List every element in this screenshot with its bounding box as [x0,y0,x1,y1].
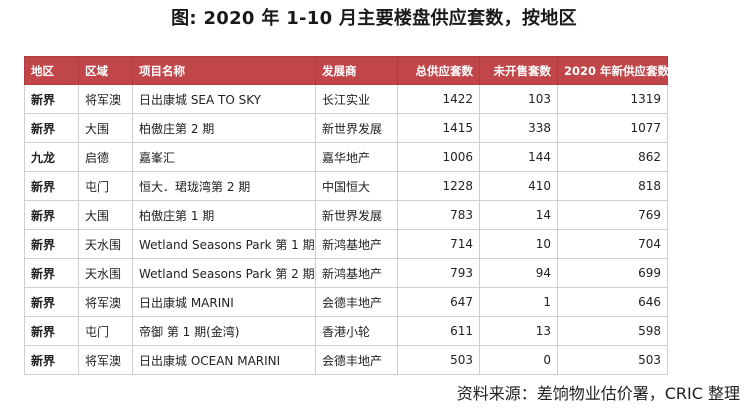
project-name-cell: 日出康城 SEA TO SKY [132,84,316,114]
project-name-cell: Wetland Seasons Park 第 1 期 [132,229,316,259]
region-cell: 九龙 [24,142,79,172]
district-cell: 启德 [78,142,133,172]
district-cell: 将军澳 [78,287,133,317]
unsold-cell: 10 [479,229,558,259]
district-cell: 屯门 [78,316,133,346]
total-supply-cell: 793 [397,258,480,288]
region-cell: 新界 [24,200,79,230]
region-cell: 新界 [24,84,79,114]
developer-cell: 新鸿基地产 [315,258,398,288]
project-name-cell: 日出康城 MARINI [132,287,316,317]
unsold-cell: 94 [479,258,558,288]
unsold-cell: 410 [479,171,558,201]
header-total-supply: 总供应套数 [397,56,480,85]
district-cell: 屯门 [78,171,133,201]
header-district: 区域 [78,56,133,85]
total-supply-cell: 714 [397,229,480,259]
table-header-row: 地区 区域 项目名称 发展商 总供应套数 未开售套数 2020 年新供应套数 [24,56,669,85]
unsold-cell: 1 [479,287,558,317]
project-name-cell: 恒大．珺珑湾第 2 期 [132,171,316,201]
new-supply-cell: 1319 [557,84,668,114]
header-region: 地区 [24,56,79,85]
new-supply-cell: 699 [557,258,668,288]
total-supply-cell: 1228 [397,171,480,201]
total-supply-cell: 611 [397,316,480,346]
developer-cell: 长江实业 [315,84,398,114]
project-name-cell: 帝御 第 1 期(金湾) [132,316,316,346]
new-supply-cell: 1077 [557,113,668,143]
table-row: 九龙 启德 嘉峯汇 嘉华地产 1006 144 862 [24,142,668,172]
supply-table: 地区 区域 项目名称 发展商 总供应套数 未开售套数 2020 年新供应套数 新… [24,56,669,375]
region-cell: 新界 [24,316,79,346]
header-project-name: 项目名称 [132,56,316,85]
table-row: 新界 大围 柏傲庄第 2 期新世界发展 1415 338 1077 [24,113,668,143]
new-supply-cell: 503 [557,345,668,375]
new-supply-cell: 818 [557,171,668,201]
unsold-cell: 0 [479,345,558,375]
region-cell: 新界 [24,345,79,375]
developer-cell: 中国恒大 [315,171,398,201]
region-cell: 新界 [24,229,79,259]
total-supply-cell: 783 [397,200,480,230]
table-row: 新界 天水围 Wetland Seasons Park 第 2 期新鸿基地产 793 9… [24,258,668,288]
region-cell: 新界 [24,113,79,143]
region-cell: 新界 [24,171,79,201]
unsold-cell: 338 [479,113,558,143]
source-note: 资料来源：差饷物业估价署，CRIC 整理 [456,384,740,403]
developer-cell: 会德丰地产 [315,287,398,317]
header-developer: 发展商 [315,56,398,85]
district-cell: 将军澳 [78,84,133,114]
developer-cell: 新世界发展 [315,113,398,143]
project-name-cell: 柏傲庄第 1 期 [132,200,316,230]
region-cell: 新界 [24,258,79,288]
developer-cell: 会德丰地产 [315,345,398,375]
table-row: 新界 屯门 恒大．珺珑湾第 2 期中国恒大 1228 410 818 [24,171,668,201]
district-cell: 大围 [78,113,133,143]
table-row: 新界 将军澳 日出康城 SEA TO SKY 长江实业 1422 103 1319 [24,84,668,114]
district-cell: 天水围 [78,258,133,288]
page-title: 图: 2020 年 1-10 月主要楼盘供应套数，按地区 [171,8,577,29]
total-supply-cell: 1006 [397,142,480,172]
developer-cell: 香港小轮 [315,316,398,346]
new-supply-cell: 646 [557,287,668,317]
developer-cell: 新世界发展 [315,200,398,230]
unsold-cell: 103 [479,84,558,114]
table-row: 新界 屯门 帝御 第 1 期(金湾) 香港小轮 611 13 598 [24,316,668,346]
new-supply-cell: 769 [557,200,668,230]
developer-cell: 嘉华地产 [315,142,398,172]
district-cell: 大围 [78,200,133,230]
header-unsold: 未开售套数 [479,56,558,85]
table-row: 新界 将军澳 日出康城 OCEAN MARINI 会德丰地产 503 0 503 [24,345,668,375]
unsold-cell: 144 [479,142,558,172]
district-cell: 天水围 [78,229,133,259]
project-name-cell: 柏傲庄第 2 期 [132,113,316,143]
project-name-cell: Wetland Seasons Park 第 2 期 [132,258,316,288]
total-supply-cell: 647 [397,287,480,317]
new-supply-cell: 862 [557,142,668,172]
table-row: 新界 将军澳 日出康城 MARINI 会德丰地产 647 1 646 [24,287,668,317]
unsold-cell: 14 [479,200,558,230]
project-name-cell: 日出康城 OCEAN MARINI [132,345,316,375]
header-new-supply-2020: 2020 年新供应套数 [557,56,669,85]
project-name-cell: 嘉峯汇 [132,142,316,172]
total-supply-cell: 1422 [397,84,480,114]
district-cell: 将军澳 [78,345,133,375]
region-cell: 新界 [24,287,79,317]
new-supply-cell: 704 [557,229,668,259]
table-row: 新界 天水围 Wetland Seasons Park 第 1 期新鸿基地产 714 1… [24,229,668,259]
total-supply-cell: 1415 [397,113,480,143]
new-supply-cell: 598 [557,316,668,346]
total-supply-cell: 503 [397,345,480,375]
table-row: 新界 大围 柏傲庄第 1 期新世界发展 783 14 769 [24,200,668,230]
developer-cell: 新鸿基地产 [315,229,398,259]
unsold-cell: 13 [479,316,558,346]
